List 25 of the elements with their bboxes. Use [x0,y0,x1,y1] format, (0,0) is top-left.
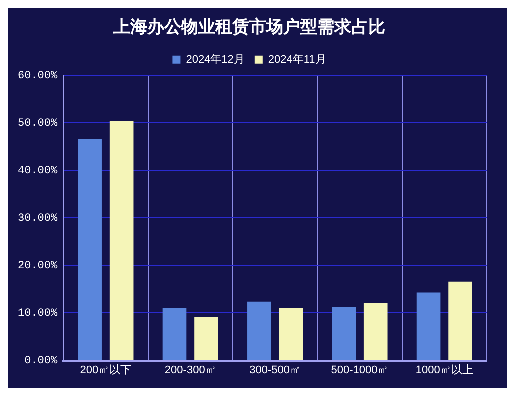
x-tick-label: 200㎡以下 [80,363,132,376]
bar [194,318,218,360]
y-tick-label: 0.00% [24,356,58,368]
y-tick-label: 60.00% [18,70,58,82]
y-tick-label: 10.00% [18,308,58,320]
bar [332,307,356,360]
y-tick-label: 30.00% [18,213,58,226]
legend-label: 2024年11月 [268,54,326,66]
bar [279,308,304,360]
x-tick-label: 200-300㎡ [164,364,216,376]
x-tick-label: 500-1000㎡ [331,364,389,376]
y-tick-label: 50.00% [18,118,58,130]
legend-label: 2024年12月 [186,54,245,66]
bar [248,302,272,360]
chart-title: 上海办公物业租赁市场户型需求占比 [112,18,386,37]
bar [416,292,441,360]
y-tick-label: 20.00% [18,260,58,273]
x-tick-label: 300-500㎡ [250,364,301,376]
bar [162,308,187,360]
bar [110,121,134,360]
bar [364,303,388,360]
x-tick-label: 1000㎡以上 [416,363,474,376]
bar [78,139,102,360]
bar [448,282,472,360]
y-tick-label: 40.00% [18,165,58,178]
